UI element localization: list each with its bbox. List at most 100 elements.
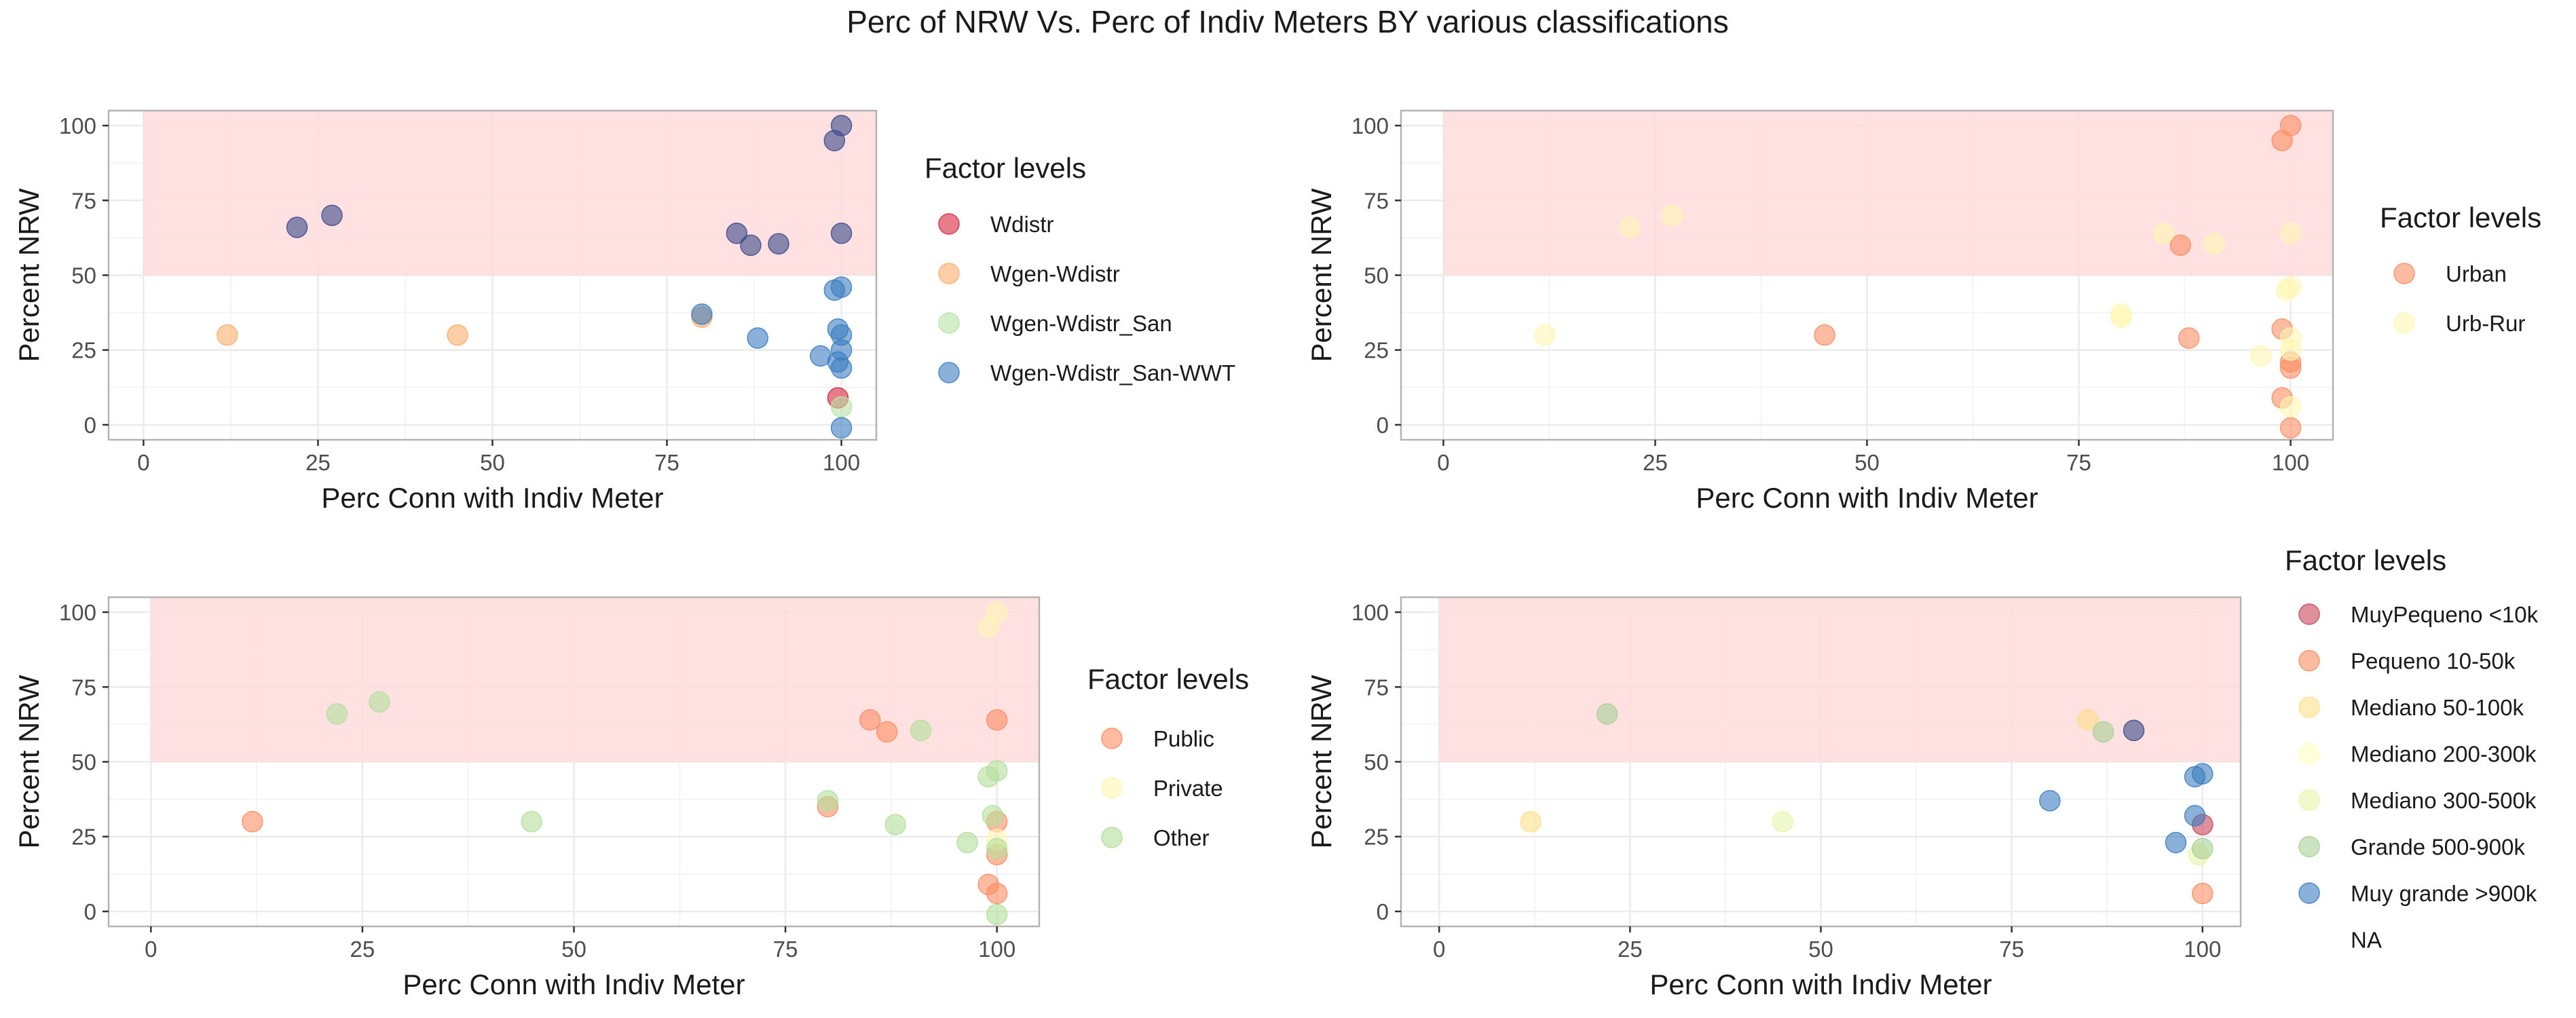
legend-label: Wdistr: [990, 212, 1054, 237]
legend: Factor levels Wdistr Wgen-Wdistr Wgen-Wdist…: [925, 152, 1235, 385]
x-tick-label: 100: [823, 450, 860, 475]
x-axis-title: Perc Conn with Indiv Meter: [321, 482, 663, 514]
x-tick-label: 0: [1433, 937, 1445, 962]
y-axis-title: Percent NRW: [1305, 188, 1337, 362]
x-tick-label: 75: [654, 450, 679, 475]
x-tick-label: 25: [305, 450, 331, 475]
x-tick-label: 50: [480, 450, 505, 475]
legend-title: Factor levels: [1087, 663, 1249, 695]
x-tick-label: 75: [1999, 937, 2024, 962]
data-point: [830, 417, 853, 439]
y-tick-label: 75: [71, 188, 96, 213]
y-tick-label: 0: [84, 413, 96, 438]
y-tick-label: 75: [1364, 188, 1389, 213]
data-point: [2092, 721, 2114, 743]
y-tick-label: 25: [71, 338, 96, 363]
high-nrw-shaded-region: [151, 597, 1040, 762]
y-axis-title: Percent NRW: [13, 675, 45, 848]
data-point: [2192, 763, 2214, 785]
y-axis-title: Percent NRW: [1305, 675, 1337, 848]
data-point: [2250, 345, 2272, 367]
legend-label: Wgen-Wdistr: [990, 261, 1120, 286]
data-point: [747, 327, 768, 349]
data-point: [2279, 276, 2302, 298]
x-tick-label: 25: [1643, 450, 1668, 475]
data-point: [1661, 204, 1683, 227]
y-axis-title: Percent NRW: [13, 188, 45, 362]
legend-label: Urb-Rur: [2446, 311, 2525, 336]
legend-label: Other: [1153, 825, 1210, 850]
high-nrw-shaded-region: [143, 111, 877, 276]
y-tick-label: 75: [1364, 675, 1389, 700]
y-tick-label: 25: [71, 825, 96, 850]
x-tick-label: 0: [1437, 450, 1449, 475]
legend-key: [2298, 742, 2320, 765]
y-tick-label: 0: [1377, 413, 1389, 438]
data-point: [2123, 719, 2145, 741]
legend-label: Urban: [2446, 261, 2507, 286]
legend-label: Mediano 200-300k: [2351, 742, 2537, 767]
legend-key: [2298, 696, 2320, 718]
data-point: [986, 882, 1008, 905]
figure-title: Perc of NRW Vs. Perc of Indiv Meters BY …: [846, 4, 1729, 39]
x-tick-label: 25: [350, 937, 375, 962]
y-tick-label: 25: [1364, 825, 1389, 850]
y-tick-label: 100: [59, 600, 96, 625]
data-point: [2279, 417, 2302, 439]
data-point: [2184, 805, 2206, 827]
legend-key: [2298, 603, 2320, 625]
data-point: [830, 357, 853, 379]
y-tick-label: 100: [1351, 113, 1389, 138]
legend-key: [1101, 728, 1123, 749]
data-point: [242, 810, 263, 833]
data-point: [986, 759, 1008, 782]
data-point: [521, 810, 542, 833]
legend-label: NA: [2351, 928, 2382, 953]
data-point: [2077, 709, 2099, 731]
legend-key: [1101, 777, 1123, 799]
x-tick-label: 100: [2272, 450, 2309, 475]
x-tick-label: 100: [2184, 937, 2221, 962]
data-point: [884, 814, 906, 835]
data-point: [986, 837, 1008, 860]
x-tick-label: 50: [1854, 450, 1880, 475]
legend-key: [938, 213, 960, 235]
legend-label: Wgen-Wdistr_San: [990, 311, 1172, 336]
legend-label: Muy grande >900k: [2351, 881, 2537, 906]
data-point: [817, 790, 839, 812]
y-tick-label: 0: [1377, 899, 1389, 924]
data-point: [768, 233, 789, 254]
legend-key: [2393, 263, 2415, 284]
data-point: [1596, 703, 1618, 725]
y-tick-label: 50: [71, 750, 96, 775]
data-point: [986, 903, 1008, 926]
data-point: [2279, 339, 2302, 361]
chart-panel-1: 0 25 50 75 100 0 25 50 75 100 Perc Conn with Indiv…: [13, 109, 1235, 514]
data-point: [1814, 324, 1835, 346]
data-point: [691, 303, 713, 325]
x-axis-title: Perc Conn with Indiv Meter: [403, 968, 745, 1000]
y-tick-label: 50: [71, 263, 96, 288]
data-point: [956, 831, 978, 854]
data-point: [447, 324, 468, 346]
legend-key: [2298, 835, 2320, 858]
legend-key: [2298, 882, 2320, 904]
legend: Factor levels MuyPequeno <10k Pequeno 10-5…: [2285, 544, 2539, 953]
data-point: [2192, 837, 2214, 860]
data-point: [830, 276, 853, 298]
legend-title: Factor levels: [925, 152, 1086, 184]
legend: Factor levels Urban Urb-Rur: [2380, 202, 2541, 336]
legend-label: Grande 500-900k: [2351, 835, 2525, 860]
legend-key: [2298, 789, 2320, 811]
legend-key: [938, 362, 960, 383]
data-point: [726, 223, 748, 244]
legend-label: MuyPequeno <10k: [2351, 602, 2539, 627]
x-tick-label: 0: [137, 450, 149, 475]
legend-key: [1101, 827, 1123, 848]
legend-key: [938, 312, 960, 334]
x-tick-label: 50: [561, 937, 586, 962]
data-point: [830, 339, 853, 361]
chart-panel-4: 0 25 50 75 100 0 25 50 75 100 Perc Conn with Indiv…: [1305, 544, 2539, 1000]
legend-label: Private: [1153, 776, 1223, 801]
